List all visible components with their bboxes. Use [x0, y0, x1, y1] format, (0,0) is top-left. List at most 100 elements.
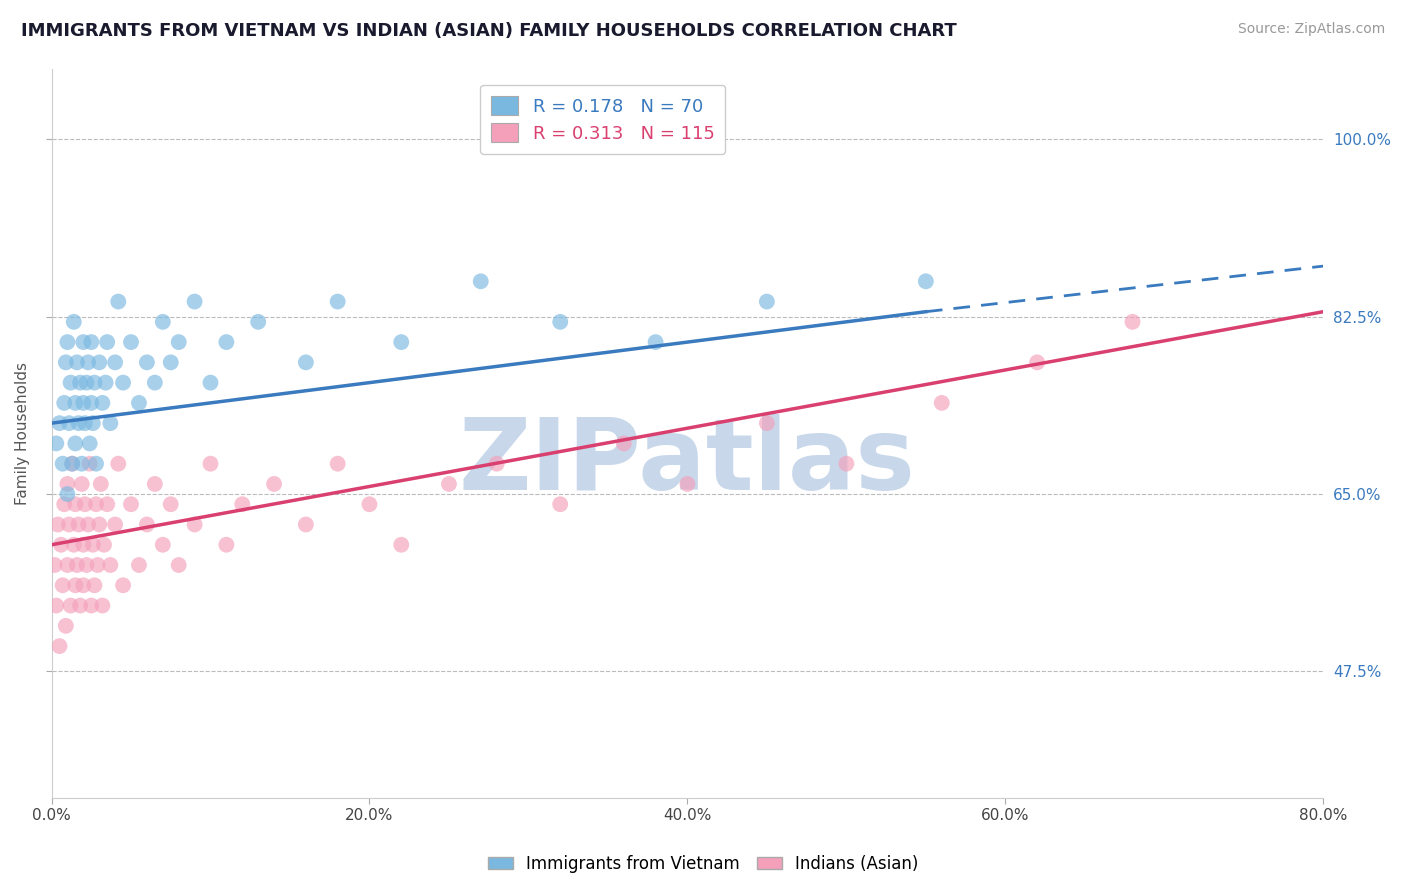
Point	[72, 578, 94, 592]
Point	[77, 355, 100, 369]
Point	[65, 497, 87, 511]
Point	[104, 517, 127, 532]
Point	[295, 355, 318, 369]
Point	[80, 599, 103, 613]
Point	[755, 294, 778, 309]
Point	[167, 335, 190, 350]
Point	[82, 416, 104, 430]
Point	[755, 416, 778, 430]
Point	[112, 578, 135, 592]
Point	[59, 599, 82, 613]
Point	[548, 315, 571, 329]
Point	[83, 376, 105, 390]
Point	[835, 457, 858, 471]
Point	[62, 315, 84, 329]
Point	[128, 396, 150, 410]
Point	[72, 538, 94, 552]
Point	[120, 335, 142, 350]
Point	[53, 497, 76, 511]
Point	[159, 355, 181, 369]
Point	[56, 477, 79, 491]
Point	[676, 477, 699, 491]
Point	[83, 578, 105, 592]
Legend: Immigrants from Vietnam, Indians (Asian): Immigrants from Vietnam, Indians (Asian)	[481, 848, 925, 880]
Point	[359, 497, 381, 511]
Point	[76, 376, 98, 390]
Point	[143, 376, 166, 390]
Point	[59, 376, 82, 390]
Point	[93, 538, 115, 552]
Point	[76, 558, 98, 572]
Point	[73, 416, 96, 430]
Point	[295, 517, 318, 532]
Point	[215, 335, 238, 350]
Point	[80, 396, 103, 410]
Point	[326, 457, 349, 471]
Point	[84, 497, 107, 511]
Point	[613, 436, 636, 450]
Point	[73, 497, 96, 511]
Point	[69, 376, 91, 390]
Text: ZIPatlas: ZIPatlas	[458, 414, 915, 511]
Point	[67, 517, 90, 532]
Legend: R = 0.178   N = 70, R = 0.313   N = 115: R = 0.178 N = 70, R = 0.313 N = 115	[481, 85, 725, 153]
Point	[152, 315, 174, 329]
Point	[107, 457, 129, 471]
Text: IMMIGRANTS FROM VIETNAM VS INDIAN (ASIAN) FAMILY HOUSEHOLDS CORRELATION CHART: IMMIGRANTS FROM VIETNAM VS INDIAN (ASIAN…	[21, 22, 957, 40]
Point	[485, 457, 508, 471]
Point	[48, 416, 70, 430]
Point	[89, 355, 111, 369]
Point	[44, 558, 66, 572]
Point	[107, 294, 129, 309]
Point	[52, 457, 75, 471]
Point	[120, 497, 142, 511]
Point	[200, 376, 222, 390]
Point	[46, 517, 69, 532]
Point	[66, 558, 89, 572]
Point	[143, 477, 166, 491]
Point	[91, 396, 114, 410]
Point	[128, 558, 150, 572]
Point	[65, 396, 87, 410]
Point	[52, 578, 75, 592]
Point	[98, 558, 121, 572]
Point	[62, 538, 84, 552]
Point	[1026, 355, 1049, 369]
Point	[1121, 315, 1143, 329]
Point	[112, 376, 135, 390]
Point	[53, 396, 76, 410]
Point	[89, 517, 111, 532]
Point	[72, 396, 94, 410]
Point	[58, 517, 80, 532]
Point	[389, 538, 412, 552]
Point	[65, 578, 87, 592]
Point	[548, 497, 571, 511]
Point	[215, 538, 238, 552]
Point	[931, 396, 953, 410]
Point	[77, 517, 100, 532]
Point	[82, 538, 104, 552]
Point	[98, 416, 121, 430]
Point	[70, 457, 93, 471]
Point	[70, 477, 93, 491]
Point	[470, 274, 492, 288]
Point	[247, 315, 270, 329]
Point	[135, 355, 157, 369]
Point	[183, 294, 205, 309]
Point	[644, 335, 666, 350]
Point	[45, 599, 67, 613]
Point	[45, 436, 67, 450]
Point	[69, 599, 91, 613]
Point	[79, 457, 101, 471]
Point	[60, 457, 83, 471]
Point	[915, 274, 938, 288]
Point	[65, 436, 87, 450]
Point	[135, 517, 157, 532]
Point	[66, 355, 89, 369]
Point	[152, 538, 174, 552]
Point	[55, 355, 77, 369]
Point	[84, 457, 107, 471]
Point	[159, 497, 181, 511]
Point	[167, 558, 190, 572]
Point	[58, 416, 80, 430]
